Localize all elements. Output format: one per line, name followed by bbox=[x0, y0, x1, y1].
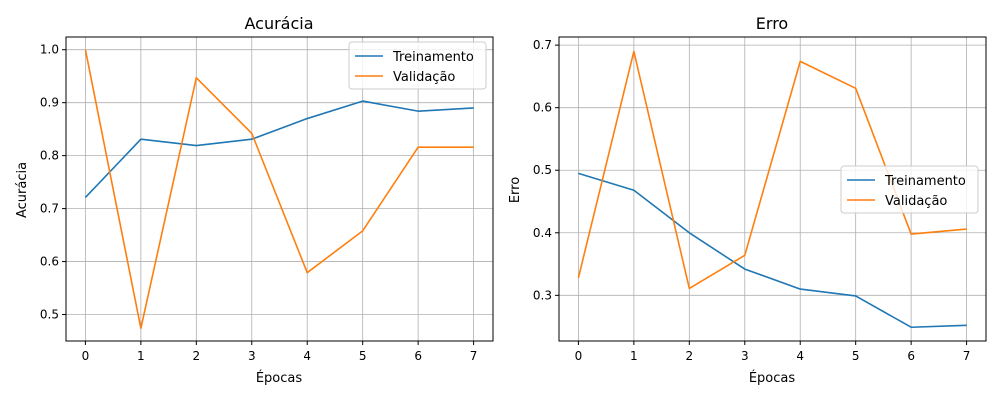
error-y-tick-label: 0.4 bbox=[533, 226, 552, 240]
accuracy-x-tick-label: 1 bbox=[137, 349, 145, 363]
error-x-tick-label: 7 bbox=[963, 349, 971, 363]
error-chart: Erro Épocas Erro 0 1 2 3 4 5 6 7 0.3 0.4 0.5 0.6 0.7… bbox=[508, 14, 987, 386]
accuracy-x-tick-label: 6 bbox=[414, 349, 422, 363]
accuracy-series-train-line bbox=[84, 100, 474, 199]
error-x-tick-label: 4 bbox=[796, 349, 804, 363]
accuracy-y-axis-label: Acurácia bbox=[15, 162, 30, 218]
error-chart-title: Erro bbox=[756, 14, 788, 33]
accuracy-y-tick-label: 0.8 bbox=[40, 149, 59, 163]
error-x-tick-label: 5 bbox=[852, 349, 860, 363]
accuracy-x-tick-label: 4 bbox=[303, 349, 311, 363]
accuracy-x-tick-label: 2 bbox=[192, 349, 200, 363]
accuracy-series-val-line bbox=[84, 49, 474, 330]
legend-label-val: Validação bbox=[885, 194, 947, 209]
error-plot-frame bbox=[558, 36, 987, 342]
error-y-tick-label: 0.6 bbox=[533, 101, 552, 115]
error-y-axis-label: Erro bbox=[508, 177, 523, 203]
accuracy-plot-frame bbox=[65, 36, 494, 342]
accuracy-y-tick-label: 0.9 bbox=[40, 96, 59, 110]
accuracy-y-tick-label: 1.0 bbox=[40, 43, 59, 57]
error-y-tick-label: 0.5 bbox=[533, 163, 552, 177]
error-y-tick-label: 0.3 bbox=[533, 288, 552, 302]
legend-label-train: Treinamento bbox=[392, 50, 474, 65]
accuracy-legend: Treinamento Validação bbox=[348, 41, 487, 90]
error-x-tick-label: 2 bbox=[685, 349, 693, 363]
accuracy-chart: Acurácia Épocas Acurácia 0 1 2 3 4 5 6 7 0.5 0.6 0… bbox=[15, 14, 494, 386]
accuracy-x-tick-label: 7 bbox=[470, 349, 478, 363]
error-x-axis-label: Épocas bbox=[749, 370, 796, 386]
error-x-tick-label: 3 bbox=[741, 349, 749, 363]
error-y-tick-label: 0.7 bbox=[533, 38, 552, 52]
accuracy-y-tick-label: 0.7 bbox=[40, 202, 59, 216]
accuracy-y-tick-label: 0.5 bbox=[40, 308, 59, 322]
accuracy-y-tick-label: 0.6 bbox=[40, 255, 59, 269]
accuracy-x-tick-label: 5 bbox=[359, 349, 367, 363]
accuracy-chart-title: Acurácia bbox=[244, 14, 313, 33]
error-x-tick-label: 1 bbox=[630, 349, 638, 363]
error-x-tick-label: 0 bbox=[575, 349, 583, 363]
accuracy-x-tick-label: 0 bbox=[82, 349, 90, 363]
accuracy-x-tick-label: 3 bbox=[248, 349, 256, 363]
legend-label-train: Treinamento bbox=[884, 174, 966, 189]
error-x-tick-label: 6 bbox=[907, 349, 915, 363]
accuracy-x-axis-label: Épocas bbox=[256, 370, 303, 386]
legend-label-val: Validação bbox=[393, 70, 455, 85]
error-series-train-line bbox=[578, 172, 967, 329]
error-legend: Treinamento Validação bbox=[840, 165, 979, 214]
